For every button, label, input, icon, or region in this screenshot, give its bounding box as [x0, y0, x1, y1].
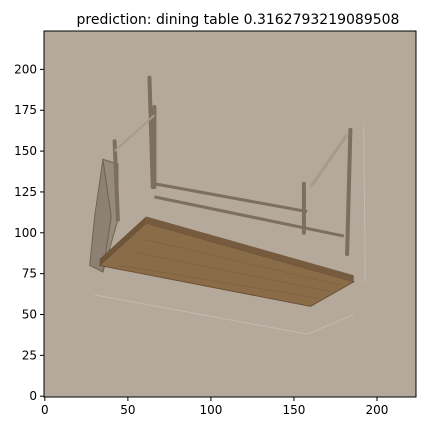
desk-rail: [154, 182, 308, 214]
wood-grain: [119, 264, 319, 299]
tabletop-edge: [99, 216, 147, 266]
x-tick-label: 100: [199, 403, 222, 417]
desk-leg: [112, 139, 120, 222]
y-tick-label: 75: [22, 267, 37, 281]
desk-rail: [113, 114, 156, 152]
wood-grain: [144, 238, 341, 286]
x-tick-label: 200: [366, 403, 389, 417]
desk-rail: [154, 195, 345, 238]
chart-title: prediction: dining table 0.3162793219089…: [77, 12, 400, 28]
desk-image: [89, 75, 366, 335]
y-tick-label: 25: [22, 348, 37, 362]
y-tick-label: 0: [29, 389, 37, 403]
axes-frame: [43, 30, 417, 398]
x-tick-label: 0: [41, 403, 49, 417]
x-tick-label: 150: [282, 403, 305, 417]
y-tick-label: 200: [14, 62, 37, 76]
y-tick-label: 150: [14, 144, 37, 158]
y-tick-label: 50: [22, 307, 37, 321]
wood-grain: [136, 251, 331, 293]
x-tick-label: 50: [120, 403, 135, 417]
y-tick-label: 175: [14, 103, 37, 117]
image-plot-area: [43, 30, 417, 398]
desk-leg: [345, 127, 353, 257]
y-tick-label: 125: [14, 185, 37, 199]
desk-rail: [309, 133, 349, 188]
desk-leg: [147, 75, 155, 190]
tabletop-edge: [146, 216, 354, 282]
dimension-line: [363, 126, 366, 282]
y-tick-label: 100: [14, 226, 37, 240]
x-axis: 0 50 100 150 200: [41, 397, 388, 417]
dimension-line: [94, 294, 354, 335]
y-axis: 0 25 50 75 100 125 150 175 200: [14, 62, 44, 403]
storage-bag-side: [102, 158, 119, 273]
